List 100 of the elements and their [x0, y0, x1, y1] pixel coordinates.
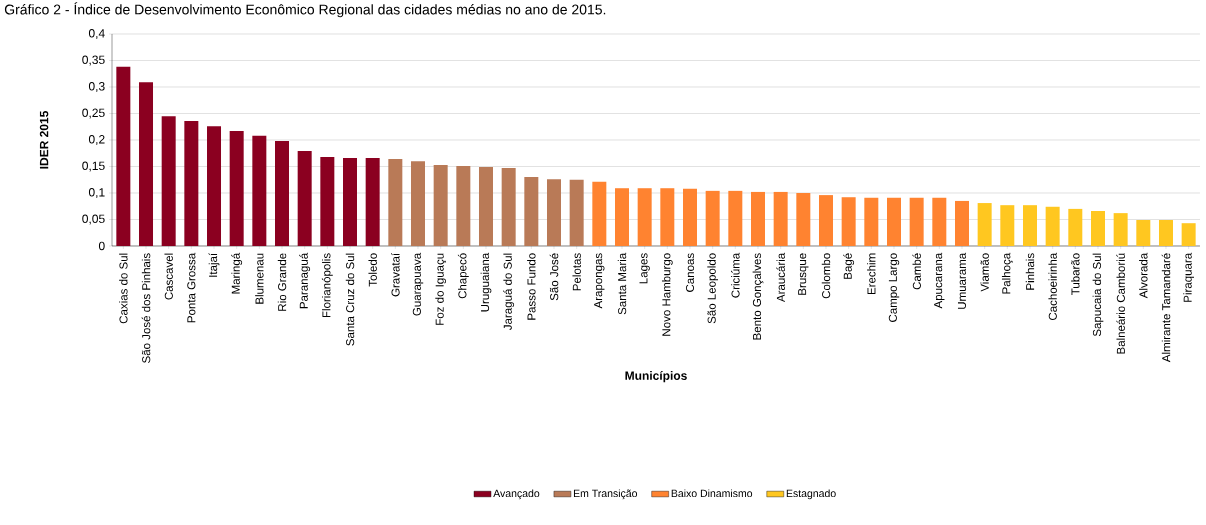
bar — [841, 197, 856, 246]
bar — [388, 159, 403, 246]
x-tick-label: Almirante Tamandaré — [1161, 253, 1171, 363]
bar — [773, 191, 788, 246]
bar — [796, 192, 811, 246]
bar — [728, 190, 743, 246]
x-tick-label: Toledo — [368, 253, 377, 287]
x-tick-label: Viamão — [980, 253, 989, 292]
x-tick-label: Brusque — [798, 253, 809, 295]
bar — [1022, 205, 1037, 246]
x-tick-label: Umuarama — [957, 252, 966, 309]
bar — [161, 116, 176, 246]
bar — [1136, 220, 1151, 246]
bar — [818, 195, 833, 246]
x-tick-label: Bagé — [843, 253, 855, 279]
bar — [750, 191, 765, 246]
x-tick-label: Piraquara — [1183, 252, 1195, 302]
x-tick-label: Balneário Camboriú — [1116, 253, 1125, 354]
x-tick-label: Cambé — [912, 253, 921, 290]
bar — [275, 141, 289, 246]
y-axis-title: IDER 2015 — [39, 110, 49, 169]
y-tick-label: 0 — [98, 241, 105, 251]
bar — [297, 151, 312, 246]
y-tick-label: 0,35 — [82, 55, 105, 66]
bar — [637, 188, 652, 246]
bar — [116, 66, 131, 246]
x-tick-label: Campo Largo — [888, 253, 900, 322]
bar — [592, 181, 607, 246]
y-tick-label: 0,25 — [82, 108, 105, 119]
bar — [365, 158, 380, 246]
x-tick-label: São Leopoldo — [707, 253, 719, 324]
x-tick-label: Maringá — [231, 252, 243, 294]
x-tick-label: Jaraguá do Sul — [503, 253, 515, 331]
y-tick-label: 0,4 — [88, 29, 105, 39]
x-tick-label: Lages — [639, 253, 650, 284]
x-tick-label: Cachoeirinha — [1048, 252, 1057, 321]
x-tick-label: Foz do Iguaçu — [435, 253, 447, 325]
bar — [479, 167, 493, 246]
x-tick-label: São José dos Pinhais — [141, 253, 151, 363]
bar — [1181, 223, 1196, 246]
y-tick-label: 0,3 — [88, 82, 105, 92]
bar — [343, 158, 357, 246]
bar — [682, 188, 697, 246]
bar — [569, 179, 584, 246]
x-tick-label: Guarapuava — [412, 252, 424, 316]
chart-title: Gráfico 2 - Índice de Desenvolvimento Econômico Regional das cidades médias no ano de 2015. — [4, 2, 606, 18]
y-tick-label: 0,2 — [88, 135, 105, 145]
x-tick-label: Santa Maria — [617, 252, 627, 315]
x-tick-label: Araucária — [776, 252, 785, 303]
bar — [1158, 220, 1173, 246]
x-tick-label: Apucarana — [934, 252, 945, 309]
x-tick-label: Blumenau — [255, 253, 264, 304]
x-tick-label: Canoas — [685, 253, 695, 292]
bar — [1045, 206, 1060, 246]
x-tick-label: Ponta Grossa — [187, 252, 196, 323]
bar — [207, 126, 222, 246]
x-tick-label: Arapongas — [594, 253, 605, 309]
legend-label: Estagnado — [786, 489, 836, 500]
x-tick-label: Chapecó — [457, 253, 469, 299]
legend-label: Em Transição — [573, 489, 638, 500]
bar — [614, 188, 629, 246]
x-tick-label: Criciúma — [731, 252, 740, 298]
legend-label: Baixo Dinamismo — [671, 489, 753, 498]
bar — [1113, 213, 1128, 246]
x-tick-label: Rio Grande — [277, 253, 287, 311]
bar — [139, 82, 154, 246]
x-tick-label: São José — [549, 253, 559, 301]
bar — [252, 135, 267, 246]
x-tick-label: Tubarão — [1071, 253, 1080, 295]
bar — [932, 197, 947, 246]
x-tick-label: Pinhais — [1025, 253, 1035, 290]
bar — [184, 120, 199, 246]
bar — [1068, 208, 1083, 246]
legend-label: Avançado — [493, 489, 540, 500]
bar — [977, 203, 992, 246]
bar — [524, 177, 539, 246]
bar — [660, 188, 675, 246]
x-tick-label: Gravataí — [391, 252, 400, 297]
x-tick-label: Bento Gonçalves — [752, 253, 764, 340]
x-tick-label: Alvorada — [1139, 252, 1148, 299]
x-axis-title: Municípios — [625, 370, 687, 383]
bar — [411, 161, 425, 246]
x-tick-label: Florianópolis — [321, 253, 333, 318]
bar — [909, 197, 924, 246]
x-tick-label: Erechim — [867, 253, 876, 295]
x-tick-label: Sapucaia do Sul — [1092, 253, 1104, 337]
x-tick-label: Santa Cruz do Sul — [345, 253, 355, 346]
bar — [886, 197, 901, 246]
bar — [864, 197, 879, 246]
bar — [229, 130, 244, 246]
x-tick-label: Palhoça — [1001, 252, 1013, 294]
bar — [433, 164, 448, 246]
y-tick-label: 0,15 — [82, 161, 105, 172]
x-tick-label: Pelotas — [572, 253, 581, 291]
bar — [954, 200, 969, 246]
bar — [456, 165, 471, 246]
x-tick-label: Itajaí — [208, 252, 220, 277]
bar — [705, 190, 720, 246]
bar — [1000, 205, 1015, 246]
x-tick-label: Paranaguá — [299, 252, 311, 309]
